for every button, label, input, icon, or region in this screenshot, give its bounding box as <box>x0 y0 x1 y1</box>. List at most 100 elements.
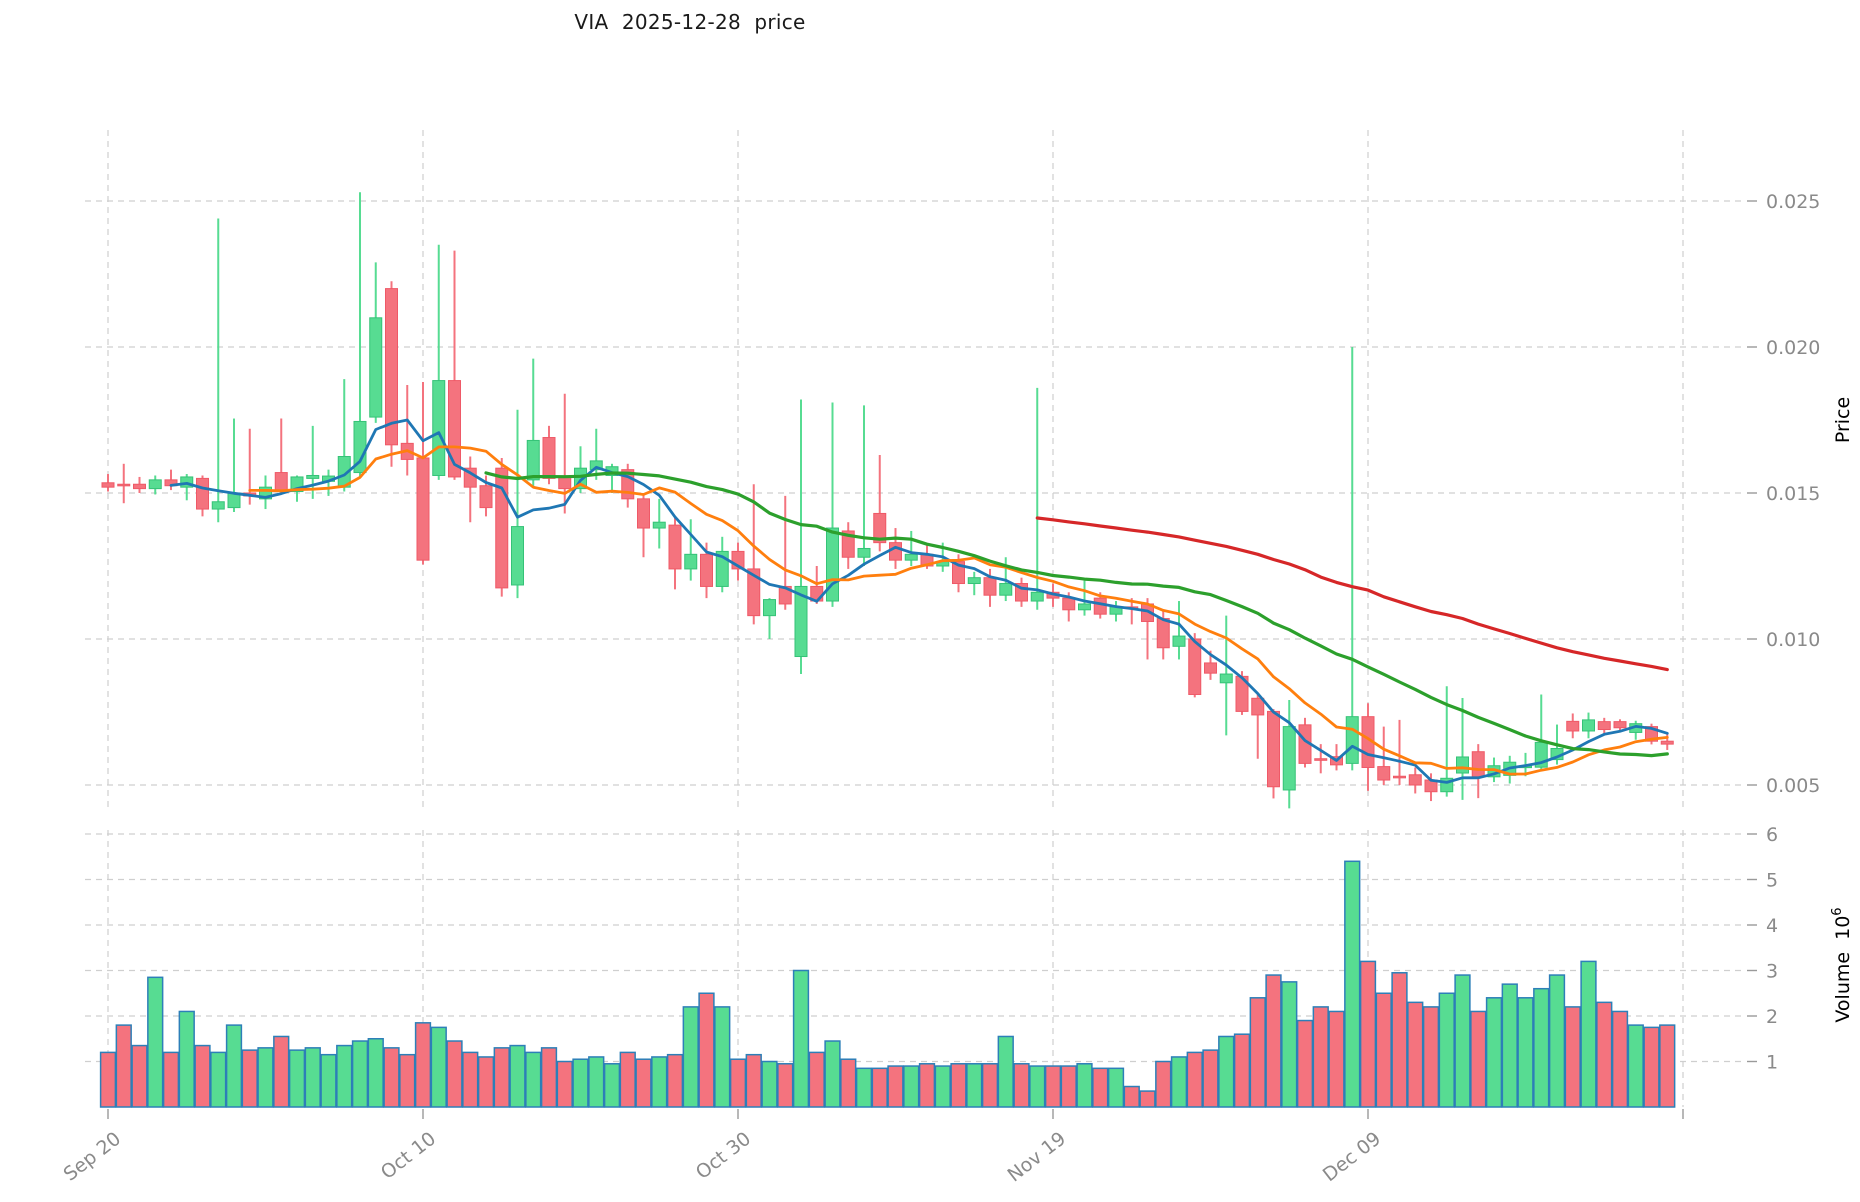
volume-axis-title: Volume 106 <box>1830 907 1854 1022</box>
candle-body <box>479 485 493 509</box>
price-tick-label: 0.010 <box>1766 629 1820 651</box>
gridlines <box>85 130 1745 1107</box>
candle-body <box>715 550 729 587</box>
volume-bar <box>997 1035 1014 1108</box>
volume-bar <box>257 1047 274 1108</box>
volume-bar <box>1186 1051 1203 1108</box>
candle-body <box>700 553 713 587</box>
candle-body <box>1408 774 1422 786</box>
candle-body <box>967 577 981 585</box>
volume-bar <box>1627 1024 1644 1108</box>
candle-body <box>1582 719 1595 732</box>
price-tick-label: 0.020 <box>1766 337 1820 359</box>
candle-body <box>857 547 871 558</box>
volume-bar <box>1344 860 1361 1108</box>
ma-line-sma60 <box>1035 516 1669 672</box>
volume-bar <box>288 1049 306 1108</box>
volume-bar <box>1233 1033 1251 1108</box>
candle-body <box>274 472 288 491</box>
volume-bar <box>1013 1063 1030 1108</box>
candle-body <box>873 512 887 544</box>
volume-bar <box>1155 1060 1172 1108</box>
volume-bar <box>304 1047 321 1108</box>
candle-body <box>1613 721 1627 729</box>
candle-body <box>117 483 131 487</box>
volume-bar <box>1659 1024 1676 1108</box>
candle-body <box>794 585 808 658</box>
candle-body <box>1172 635 1186 647</box>
volume-bar <box>651 1056 668 1108</box>
volume-bar <box>918 1063 936 1108</box>
volume-bar <box>414 1022 432 1108</box>
ma-line-sma25 <box>484 471 1669 758</box>
volume-bar <box>950 1063 967 1108</box>
volume-bar <box>556 1060 573 1108</box>
volume-bar <box>682 1006 699 1108</box>
volume-bar <box>1249 997 1266 1108</box>
volume-bar <box>1407 1001 1424 1108</box>
candle-body <box>448 380 461 478</box>
volume-bar <box>446 1040 463 1108</box>
candle-body <box>747 568 761 617</box>
volume-bar <box>635 1058 652 1108</box>
candle-body <box>1188 638 1202 695</box>
volume-bar <box>1029 1065 1046 1108</box>
volume-bar <box>1218 1035 1235 1108</box>
volume-bar <box>1564 1006 1581 1108</box>
volume-bar <box>903 1065 920 1108</box>
price-axis-title: Price <box>1832 397 1854 443</box>
volume-bar <box>351 1040 369 1108</box>
volume-bar <box>525 1051 542 1108</box>
volume-bar <box>131 1044 148 1108</box>
date-tick-label: Oct 10 <box>377 1128 440 1184</box>
ma-line-sma10 <box>248 445 1669 776</box>
candle-body <box>196 477 209 510</box>
candle-body <box>526 439 540 481</box>
volume-bar <box>934 1065 951 1108</box>
candle-body <box>1204 662 1217 674</box>
volume-bar <box>399 1053 416 1108</box>
volume-bar <box>1643 1026 1660 1108</box>
candle-body <box>1282 726 1296 791</box>
volume-bar <box>1265 974 1282 1108</box>
candle-body <box>1660 740 1674 745</box>
candle-body <box>369 317 383 418</box>
volume-bar <box>966 1063 983 1108</box>
volume-bar <box>1076 1063 1093 1108</box>
candle-body <box>1078 603 1091 611</box>
candle-body <box>1030 591 1044 602</box>
candle-body <box>306 474 320 479</box>
candle-body <box>1566 720 1580 732</box>
candle-wicks <box>107 192 1669 809</box>
volume-bar <box>273 1035 290 1108</box>
volume-bar <box>115 1024 132 1108</box>
volume-bar <box>1548 974 1566 1108</box>
volume-bar <box>1470 1010 1487 1108</box>
candle-body <box>1093 597 1107 615</box>
volume-bar <box>1596 1001 1613 1108</box>
candle-body <box>889 542 902 561</box>
volume-bar <box>792 969 810 1108</box>
candle-body <box>684 553 698 570</box>
moving-averages <box>169 418 1669 784</box>
candle-body <box>983 577 997 596</box>
candle-body <box>148 479 162 490</box>
candle-body <box>385 288 398 446</box>
volume-bar <box>1517 997 1534 1108</box>
date-tick-label: Dec 09 <box>1319 1128 1385 1187</box>
volume-bar <box>1438 992 1455 1108</box>
candle-bodies <box>101 288 1674 793</box>
candle-body <box>589 460 603 471</box>
volume-bar <box>462 1051 479 1108</box>
axis-titles: Price Volume 106 <box>1830 397 1854 1023</box>
volume-bar <box>477 1056 495 1108</box>
volume-bar <box>320 1053 337 1108</box>
volume-bar <box>1580 960 1597 1108</box>
candle-body <box>841 530 855 558</box>
volume-bar <box>430 1026 447 1108</box>
candle-body <box>495 467 509 589</box>
candle-body <box>763 599 776 617</box>
candle-body <box>211 501 225 510</box>
tick-marks <box>107 200 1757 1119</box>
